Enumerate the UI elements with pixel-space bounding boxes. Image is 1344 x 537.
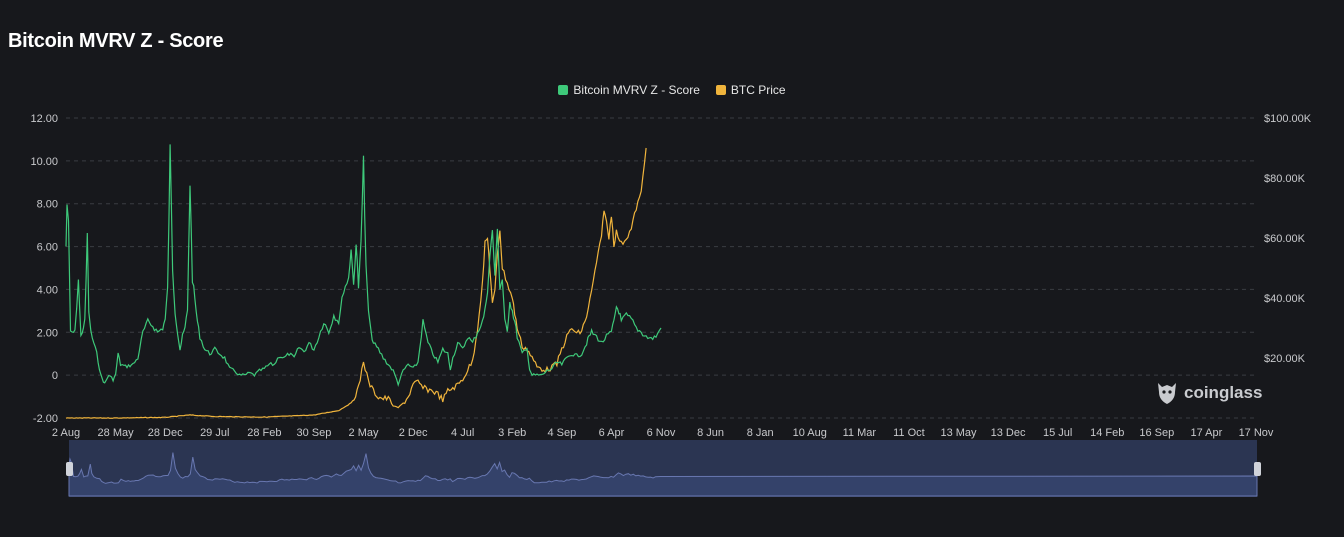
x-tick-label: 2 May: [349, 427, 379, 439]
navigator-left-handle[interactable]: [66, 462, 73, 476]
chart-grid: [66, 117, 1256, 419]
y-left-tick-label: 2.00: [37, 327, 58, 339]
coinglass-watermark: coinglass: [1155, 380, 1262, 406]
y-left-tick-label: 10.00: [30, 156, 58, 168]
x-tick-label: 17 Nov: [1239, 427, 1274, 439]
x-tick-label: 8 Jan: [747, 427, 774, 439]
x-tick-label: 3 Feb: [498, 427, 526, 439]
x-tick-label: 10 Aug: [793, 427, 827, 439]
x-tick-label: 16 Sep: [1139, 427, 1174, 439]
y-left-tick-label: -2.00: [33, 413, 58, 425]
y-left-tick-label: 0: [52, 370, 58, 382]
x-tick-label: 2 Dec: [399, 427, 428, 439]
legend-swatch-zscore: [558, 85, 569, 95]
chart-legend: Bitcoin MVRV Z - Score BTC Price: [0, 83, 1344, 97]
x-tick-label: 15 Jul: [1043, 427, 1072, 439]
y-right-tick-label: $100.00K: [1264, 113, 1312, 125]
page-title: Bitcoin MVRV Z - Score: [8, 30, 224, 52]
legend-swatch-price: [715, 85, 726, 95]
x-tick-label: 28 May: [98, 427, 135, 439]
x-tick-label: 13 Dec: [991, 427, 1026, 439]
y-right-tick-label: $40.00K: [1264, 293, 1306, 305]
x-tick-label: 30 Sep: [296, 427, 331, 439]
series-line-btc-price: [65, 147, 647, 419]
x-tick-label: 17 Apr: [1191, 427, 1223, 439]
x-tick-label: 28 Feb: [247, 427, 281, 439]
y-right-tick-label: $60.00K: [1264, 233, 1306, 245]
y-right-tick-label: $80.00K: [1264, 173, 1306, 185]
x-tick-label: 28 Dec: [148, 427, 183, 439]
y-right-tick-label: $20.00K: [1264, 353, 1306, 365]
x-tick-label: 8 Jun: [697, 427, 724, 439]
x-axis: 2 Aug 28 May 28 Dec 29 Jul 28 Feb 30 Sep 2 May…: [52, 427, 1274, 439]
range-navigator[interactable]: [66, 440, 1261, 497]
series-line-mvrv-zscore: [65, 144, 662, 387]
coinglass-logo-icon: [1158, 383, 1176, 404]
legend-label-price: BTC Price: [730, 83, 786, 97]
y-axis-left: -2.00 0 2.00 4.00 6.00 8.00 10.00 12.00: [30, 113, 58, 425]
y-left-tick-label: 4.00: [37, 284, 58, 296]
legend-item-zscore[interactable]: Bitcoin MVRV Z - Score: [558, 83, 700, 97]
y-axis-right: $20.00K $40.00K $60.00K $80.00K $100.00K: [1264, 113, 1312, 365]
x-tick-label: 4 Sep: [547, 427, 576, 439]
navigator-right-handle[interactable]: [1254, 462, 1261, 476]
x-tick-label: 6 Nov: [647, 427, 676, 439]
legend-item-price[interactable]: BTC Price: [715, 83, 786, 97]
legend-label-zscore: Bitcoin MVRV Z - Score: [573, 83, 700, 97]
x-tick-label: 29 Jul: [200, 427, 229, 439]
y-left-tick-label: 12.00: [30, 113, 58, 125]
x-tick-label: 4 Jul: [451, 427, 474, 439]
y-left-tick-label: 6.00: [37, 242, 58, 254]
x-tick-label: 13 May: [940, 427, 977, 439]
x-tick-label: 11 Mar: [843, 427, 877, 439]
y-left-tick-label: 8.00: [37, 199, 58, 211]
navigator-area: [68, 452, 1258, 497]
watermark-text: coinglass: [1184, 383, 1263, 402]
x-tick-label: 2 Aug: [52, 427, 80, 439]
x-tick-label: 11 Oct: [893, 427, 925, 439]
x-tick-label: 6 Apr: [599, 427, 625, 439]
x-tick-label: 14 Feb: [1090, 427, 1124, 439]
